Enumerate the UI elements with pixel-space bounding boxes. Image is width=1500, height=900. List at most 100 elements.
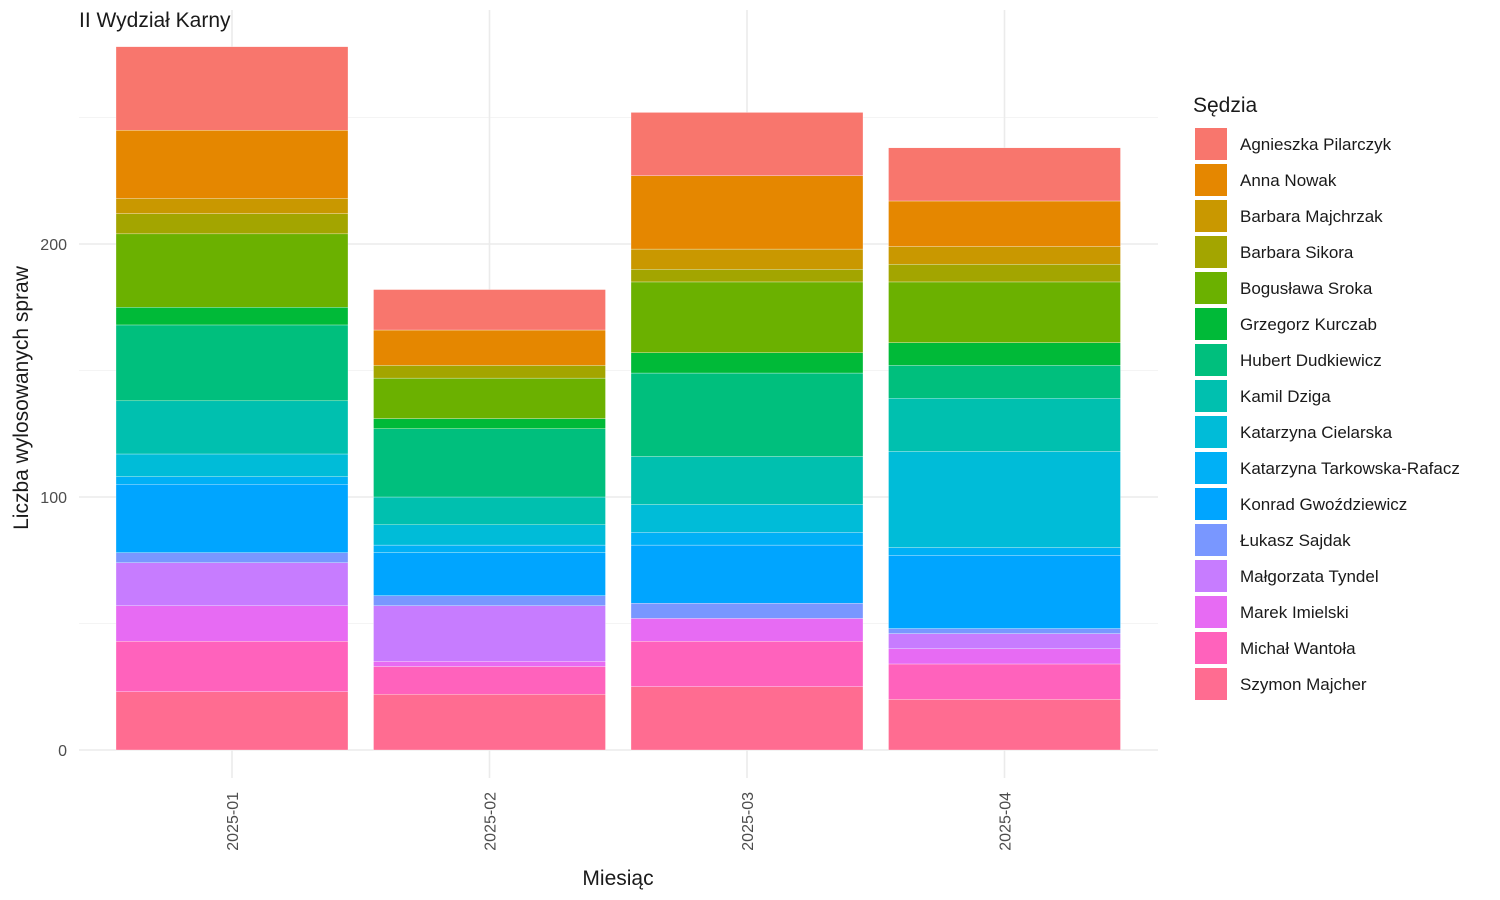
legend-key-boguslawa-sroka	[1195, 272, 1227, 304]
bar-segment-malgorzata-tyndel-2025-04	[888, 633, 1121, 649]
x-axis-title: Miesiąc	[582, 867, 653, 890]
legend-key-malgorzata-tyndel	[1195, 560, 1227, 592]
bar-segment-michal-wantola-2025-01	[115, 641, 349, 692]
legend-label: Bogusława Sroka	[1240, 279, 1373, 298]
legend-label: Hubert Dudkiewicz	[1240, 351, 1382, 370]
bar-segment-lukasz-sajdak-2025-04	[888, 628, 1121, 634]
x-tick-label: 2025-01	[225, 792, 242, 851]
bars	[115, 46, 1121, 751]
legend-key-barbara-majchrzak	[1195, 200, 1227, 232]
bar-segment-konrad-gwozdziewicz-2025-03	[630, 544, 864, 604]
legend-key-anna-nowak	[1195, 164, 1227, 196]
chart-title: II Wydział Karny	[79, 9, 231, 32]
bar-segment-anna-nowak-2025-01	[115, 129, 349, 199]
bar-segment-grzegorz-kurczab-2025-02	[373, 418, 606, 429]
bar-segment-szymon-majcher-2025-01	[115, 691, 349, 751]
bar-segment-barbara-majchrzak-2025-03	[630, 248, 864, 270]
legend-label: Barbara Majchrzak	[1240, 207, 1383, 226]
x-axis-ticks: 2025-01 2025-02 2025-03 2025-04	[225, 792, 1015, 851]
bar-segment-agnieszka-pilarczyk-2025-03	[630, 112, 864, 176]
bar-segment-katarzyna-tarkowska-rafacz-2025-03	[630, 532, 864, 546]
legend-key-lukasz-sajdak	[1195, 524, 1227, 556]
bar-segment-boguslawa-sroka-2025-03	[630, 281, 864, 353]
bar-segment-anna-nowak-2025-02	[373, 329, 606, 366]
bar-segment-katarzyna-cielarska-2025-03	[630, 504, 864, 533]
bar-segment-agnieszka-pilarczyk-2025-01	[115, 46, 349, 131]
bar-segment-hubert-dudkiewicz-2025-03	[630, 372, 864, 457]
bar-segment-barbara-majchrzak-2025-04	[888, 246, 1121, 265]
bar-segment-barbara-sikora-2025-03	[630, 269, 864, 283]
bar-segment-marek-imielski-2025-01	[115, 605, 349, 642]
bar-segment-konrad-gwozdziewicz-2025-04	[888, 555, 1121, 629]
legend-label: Katarzyna Tarkowska-Rafacz	[1240, 459, 1460, 478]
bar-segment-marek-imielski-2025-04	[888, 648, 1121, 665]
bar-segment-kamil-dziga-2025-04	[888, 398, 1121, 452]
bar-segment-barbara-sikora-2025-04	[888, 264, 1121, 283]
bar-segment-barbara-sikora-2025-02	[373, 365, 606, 379]
bar-segment-barbara-sikora-2025-01	[115, 213, 349, 235]
legend-label: Grzegorz Kurczab	[1240, 315, 1377, 334]
bar-segment-grzegorz-kurczab-2025-03	[630, 352, 864, 374]
legend-label: Marek Imielski	[1240, 603, 1349, 622]
bar-segment-malgorzata-tyndel-2025-01	[115, 562, 349, 606]
bar-segment-barbara-majchrzak-2025-01	[115, 198, 349, 214]
y-axis-title: Liczba wylosowanych spraw	[10, 265, 33, 530]
bar-segment-anna-nowak-2025-04	[888, 200, 1121, 247]
legend-label: Michał Wantoła	[1240, 639, 1356, 658]
legend-key-agnieszka-pilarczyk	[1195, 128, 1227, 160]
bar-segment-katarzyna-tarkowska-rafacz-2025-04	[888, 547, 1121, 556]
bar-segment-lukasz-sajdak-2025-03	[630, 603, 864, 619]
bar-segment-michal-wantola-2025-03	[630, 641, 864, 687]
bar-segment-katarzyna-cielarska-2025-01	[115, 453, 349, 477]
bar-segment-szymon-majcher-2025-03	[630, 686, 864, 751]
legend-key-grzegorz-kurczab	[1195, 308, 1227, 340]
legend-title: Sędzia	[1193, 94, 1258, 117]
legend-key-michal-wantola	[1195, 632, 1227, 664]
legend-label: Małgorzata Tyndel	[1240, 567, 1379, 586]
legend-label: Szymon Majcher	[1240, 675, 1367, 694]
bar-segment-katarzyna-tarkowska-rafacz-2025-02	[373, 544, 606, 553]
y-tick-label: 100	[40, 490, 67, 507]
bar-segment-szymon-majcher-2025-02	[373, 694, 606, 751]
bar-segment-kamil-dziga-2025-01	[115, 400, 349, 455]
legend: Sędzia Agnieszka Pilarczyk Anna Nowak Barb…	[1193, 94, 1460, 700]
bar-segment-katarzyna-cielarska-2025-04	[888, 451, 1121, 548]
legend-label: Katarzyna Cielarska	[1240, 423, 1393, 442]
legend-key-barbara-sikora	[1195, 236, 1227, 268]
legend-label: Łukasz Sajdak	[1240, 531, 1351, 550]
bar-segment-grzegorz-kurczab-2025-04	[888, 342, 1121, 366]
bar-segment-boguslawa-sroka-2025-04	[888, 281, 1121, 343]
legend-key-konrad-gwozdziewicz	[1195, 488, 1227, 520]
bar-segment-grzegorz-kurczab-2025-01	[115, 307, 349, 326]
bar-segment-boguslawa-sroka-2025-01	[115, 233, 349, 308]
bar-segment-marek-imielski-2025-03	[630, 618, 864, 642]
bar-segment-katarzyna-tarkowska-rafacz-2025-01	[115, 476, 349, 485]
bar-segment-szymon-majcher-2025-04	[888, 699, 1121, 751]
legend-label: Konrad Gwoździewicz	[1240, 495, 1407, 514]
y-tick-label: 200	[40, 237, 67, 254]
bar-segment-hubert-dudkiewicz-2025-04	[888, 365, 1121, 399]
x-tick-label: 2025-03	[740, 792, 757, 851]
bar-segment-anna-nowak-2025-03	[630, 175, 864, 250]
legend-label: Anna Nowak	[1240, 171, 1337, 190]
legend-key-katarzyna-cielarska	[1195, 416, 1227, 448]
bar-segment-agnieszka-pilarczyk-2025-04	[888, 147, 1121, 202]
bar-segment-lukasz-sajdak-2025-01	[115, 552, 349, 563]
bar-segment-marek-imielski-2025-02	[373, 661, 606, 667]
legend-label: Barbara Sikora	[1240, 243, 1354, 262]
legend-label: Kamil Dziga	[1240, 387, 1331, 406]
bar-segment-hubert-dudkiewicz-2025-01	[115, 324, 349, 402]
x-tick-label: 2025-04	[998, 792, 1015, 851]
bar-segment-lukasz-sajdak-2025-02	[373, 595, 606, 606]
bar-segment-konrad-gwozdziewicz-2025-01	[115, 484, 349, 553]
bar-segment-michal-wantola-2025-04	[888, 663, 1121, 700]
x-tick-label: 2025-02	[483, 792, 500, 851]
y-tick-label: 0	[58, 743, 67, 760]
bar-segment-michal-wantola-2025-02	[373, 666, 606, 695]
legend-key-kamil-dziga	[1195, 380, 1227, 412]
bar-segment-kamil-dziga-2025-03	[630, 456, 864, 505]
bar-segment-konrad-gwozdziewicz-2025-02	[373, 552, 606, 596]
legend-label: Agnieszka Pilarczyk	[1240, 135, 1392, 154]
legend-key-hubert-dudkiewicz	[1195, 344, 1227, 376]
